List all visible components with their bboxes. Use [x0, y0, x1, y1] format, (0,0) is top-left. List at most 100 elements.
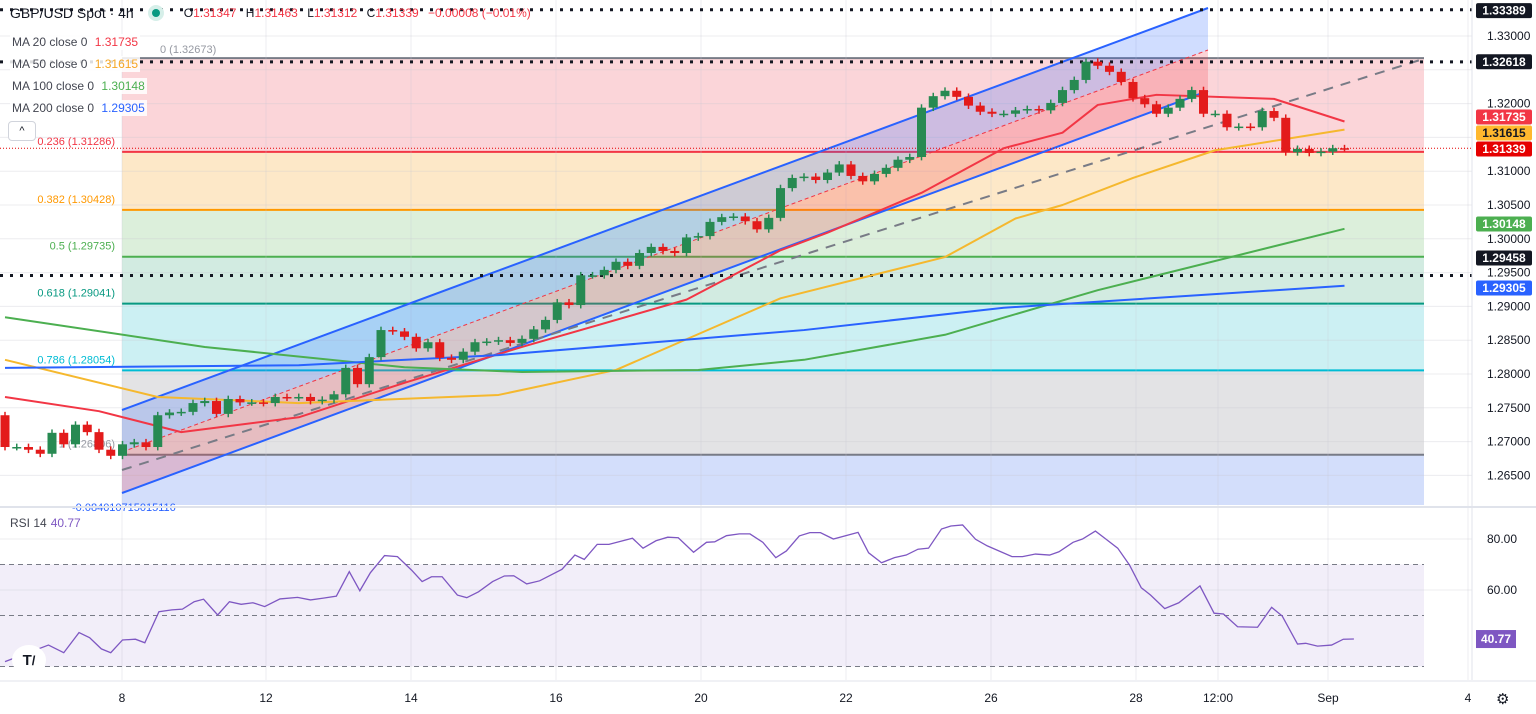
candle-body: [1140, 98, 1150, 105]
candle-body: [94, 432, 104, 450]
candle-body: [470, 342, 480, 352]
price-badge: [1476, 216, 1532, 232]
time-tick-label: 20: [694, 691, 708, 705]
time-tick-label: 14: [404, 691, 418, 705]
ma200-label: MA 200 close 0: [12, 101, 95, 115]
candle-body: [940, 90, 950, 97]
candle-body: [987, 111, 997, 114]
candle-body: [1281, 117, 1291, 153]
rsi-value: 40.77: [50, 516, 81, 530]
settings-gear-icon[interactable]: ⚙: [1496, 691, 1510, 708]
time-tick-label: 26: [984, 691, 998, 705]
candle-body: [599, 269, 609, 276]
candle-body: [1069, 79, 1079, 91]
fib-zone-0.382: [122, 209, 1424, 257]
ma20-value: 1.31735: [94, 35, 139, 49]
fibonacci-retracement[interactable]: 0 (1.32673) 0.236 (1.31286) 0.382 (1.30428…: [37, 44, 1424, 514]
rsi-label: RSI 14: [10, 516, 47, 530]
candle-body: [270, 396, 280, 404]
candle-body: [200, 401, 210, 404]
symbol-title[interactable]: GBP/USD Spot · 4h: [10, 5, 134, 21]
rsi-line: [4, 524, 1354, 663]
candle-body: [740, 216, 750, 222]
ma100-legend[interactable]: MA 100 close 0 1.30148: [10, 78, 147, 94]
candle-body: [1269, 111, 1279, 118]
candle-body: [693, 236, 703, 238]
rsi-badge-label: 40.77: [1481, 632, 1511, 646]
rsi-tick-label: 60.00: [1487, 583, 1517, 597]
candle-body: [635, 252, 644, 266]
candle-body: [400, 331, 409, 337]
candle-body: [928, 96, 938, 108]
candle-body: [341, 367, 351, 395]
ma50-legend[interactable]: MA 50 close 0 1.31615: [10, 56, 141, 72]
candle-body: [834, 164, 844, 173]
price-tick-label: 1.29500: [1487, 266, 1531, 280]
fib-level-label: 0.5 (1.29735): [50, 241, 115, 253]
candle-body: [482, 341, 492, 344]
candle-body: [1234, 126, 1244, 129]
horizontal-lines[interactable]: [0, 8, 1472, 277]
candle-body: [717, 217, 727, 222]
candle-body: [165, 412, 174, 416]
change-value: −0.00008 (−0.01%): [428, 6, 531, 20]
candle-body: [564, 302, 574, 306]
candle-body: [1304, 148, 1314, 153]
channel-upper-line[interactable]: [121, 7, 1209, 411]
candle-body: [752, 221, 762, 230]
candle-body: [952, 90, 962, 97]
price-badge-label: 1.29305: [1482, 281, 1526, 295]
price-badge: [1476, 3, 1532, 19]
channel-upper-fill: [122, 8, 1208, 452]
candle-body: [153, 415, 163, 448]
candle-body: [1328, 148, 1338, 152]
candle-body: [447, 357, 456, 360]
candle-body: [729, 216, 738, 218]
candle-body: [787, 177, 797, 189]
ma-line-ma20: [4, 93, 1345, 434]
candle-body: [458, 351, 468, 360]
price-tick-label: 1.32000: [1487, 97, 1531, 111]
high-label: H: [245, 6, 255, 20]
symbol-legend[interactable]: GBP/USD Spot · 4h O1.31347 H1.31463 L1.3…: [10, 5, 531, 21]
rsi-legend[interactable]: RSI 14 40.77: [10, 516, 81, 530]
candle-body: [1046, 102, 1056, 111]
candle-body: [1175, 98, 1185, 108]
low-label: L: [307, 6, 314, 20]
ma200-legend[interactable]: MA 200 close 0 1.29305: [10, 100, 147, 116]
candle-body: [235, 399, 245, 403]
candle-body: [1022, 109, 1032, 111]
trend-dashed-line[interactable]: [121, 59, 1421, 471]
ma20-legend[interactable]: MA 20 close 0 1.31735: [10, 34, 141, 50]
candle-body: [999, 113, 1009, 116]
collapse-legend-button[interactable]: ^: [8, 121, 36, 141]
regression-channel[interactable]: [121, 7, 1421, 494]
tradingview-logo[interactable]: T /: [12, 645, 46, 675]
candle-body: [1093, 61, 1103, 66]
candle-body: [435, 342, 445, 358]
candle-body: [846, 164, 856, 176]
fib-level-label: 0 (1.32673): [160, 44, 216, 56]
time-tick-label: Sep: [1317, 691, 1339, 705]
time-tick-label: 8: [119, 691, 126, 705]
candle-body: [141, 442, 151, 448]
ma-line-ma200: [4, 284, 1345, 369]
candle-body: [1293, 148, 1302, 153]
candle-body: [329, 394, 339, 400]
price-badge-label: 1.29458: [1482, 251, 1526, 265]
candle-body: [259, 402, 268, 404]
ma100-value: 1.30148: [101, 79, 145, 93]
candle-body: [494, 340, 503, 342]
candle-body: [1246, 126, 1255, 129]
candle-body: [975, 105, 985, 112]
candle-body: [388, 330, 398, 332]
close-value: 1.31339: [375, 6, 419, 20]
candle-body: [71, 424, 80, 445]
candle-body: [47, 432, 57, 454]
candle-body: [212, 401, 221, 414]
price-badge: [1476, 280, 1532, 296]
candle-body: [176, 411, 186, 414]
channel-lower-line[interactable]: [121, 90, 1209, 494]
time-tick-label: 28: [1129, 691, 1143, 705]
